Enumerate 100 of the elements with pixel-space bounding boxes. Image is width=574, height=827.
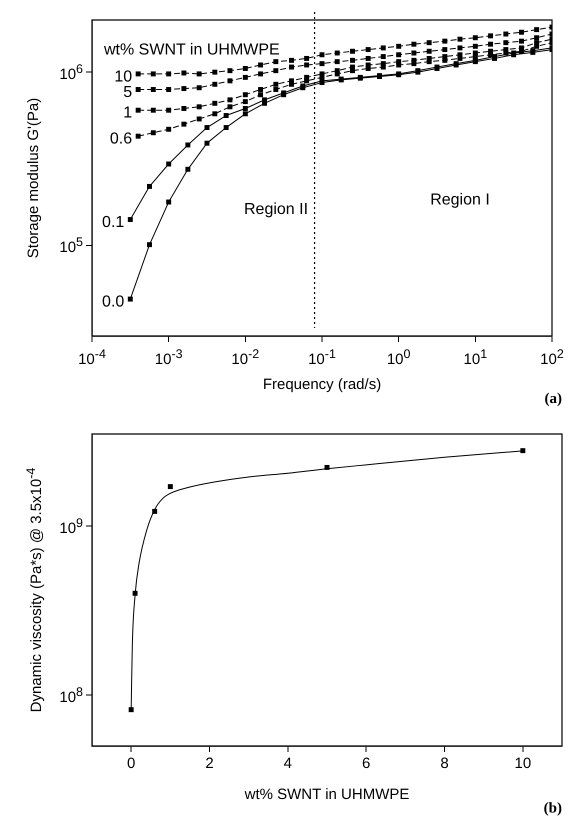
point [519, 30, 524, 35]
x-axis-title: wt% SWNT in UHMWPE [244, 786, 410, 804]
point [181, 86, 186, 92]
point [366, 56, 371, 61]
point [212, 100, 218, 106]
x-axis-title: Frequency (rad/s) [262, 376, 382, 394]
annotation: Region I [430, 192, 490, 209]
series-label: 1 [123, 104, 132, 122]
point [273, 87, 278, 92]
point [212, 82, 218, 87]
point [273, 82, 278, 87]
point [488, 33, 494, 38]
x-tick-label: 0 [126, 755, 136, 773]
point [380, 45, 386, 50]
point [472, 44, 478, 49]
point [166, 162, 172, 166]
series-label: 0.0 [102, 293, 124, 310]
y-tick-label: 10$^{5}$ [59, 234, 83, 258]
point [136, 108, 141, 113]
point [411, 42, 416, 47]
x-tick-label: 10$^{2}$ [540, 346, 564, 369]
y-tick-label: 10$^{8}$ [59, 684, 83, 708]
point [150, 71, 156, 76]
point [304, 74, 310, 80]
x-tick-label: 10$^{-2}$ [231, 346, 260, 369]
point [534, 40, 540, 46]
point [136, 134, 141, 139]
point [472, 35, 478, 40]
point [227, 68, 232, 74]
point [457, 36, 462, 42]
point [396, 44, 402, 49]
point [534, 35, 540, 40]
x-tick-label: 10$^{-3}$ [154, 346, 183, 369]
point [196, 71, 202, 76]
point [166, 71, 172, 76]
point [166, 87, 172, 92]
point [411, 58, 416, 63]
point [166, 200, 172, 204]
series-label: 10 [114, 68, 132, 86]
point [289, 64, 294, 70]
series-label: 5 [123, 84, 132, 101]
point [242, 99, 248, 104]
series-label: 0.1 [102, 214, 124, 231]
point [304, 62, 310, 68]
y-tick-label: 10$^{6}$ [59, 61, 83, 84]
annotation: Region II [244, 201, 308, 218]
point [426, 40, 432, 46]
point [166, 108, 172, 113]
point [273, 59, 278, 64]
point [503, 32, 508, 36]
point [196, 85, 202, 90]
x-tick-label: 10$^{1}$ [464, 346, 488, 369]
text: (a) [544, 391, 562, 408]
point [212, 111, 218, 116]
point [196, 116, 202, 122]
point [426, 56, 432, 61]
x-tick-label: 10$^{-1}$ [308, 346, 336, 369]
point [519, 45, 524, 50]
x-tick-label: 2 [205, 755, 214, 773]
point [181, 106, 186, 111]
point [168, 484, 173, 490]
point [380, 54, 386, 60]
point [320, 71, 324, 76]
point [411, 50, 416, 56]
point [258, 92, 264, 98]
point [519, 38, 524, 44]
x-tick-label: 10$^{-4}$ [78, 346, 106, 369]
point [324, 464, 330, 470]
x-tick-label: 10 [514, 755, 532, 773]
point [304, 56, 310, 61]
point [488, 48, 494, 54]
point [136, 87, 141, 92]
text: (b) [544, 800, 562, 816]
point [334, 50, 340, 56]
point [366, 62, 371, 68]
point [503, 40, 508, 46]
point [442, 54, 448, 60]
point [534, 27, 540, 32]
point [334, 59, 340, 64]
point [520, 448, 526, 454]
point [181, 122, 186, 127]
point [457, 52, 462, 58]
point [150, 87, 156, 92]
point [166, 126, 172, 132]
point [350, 64, 355, 70]
point [273, 68, 278, 74]
point [457, 45, 462, 50]
point [196, 104, 202, 110]
point [472, 50, 478, 56]
y-tick-label: 10$^{9}$ [59, 515, 83, 538]
x-tick-label: 10$^{0}$ [386, 346, 410, 369]
point [258, 71, 264, 76]
point [258, 62, 264, 68]
point [350, 58, 355, 63]
point [212, 70, 218, 75]
point [289, 58, 294, 63]
point [242, 74, 248, 80]
point [350, 48, 355, 54]
point [289, 78, 294, 84]
point [242, 92, 248, 98]
